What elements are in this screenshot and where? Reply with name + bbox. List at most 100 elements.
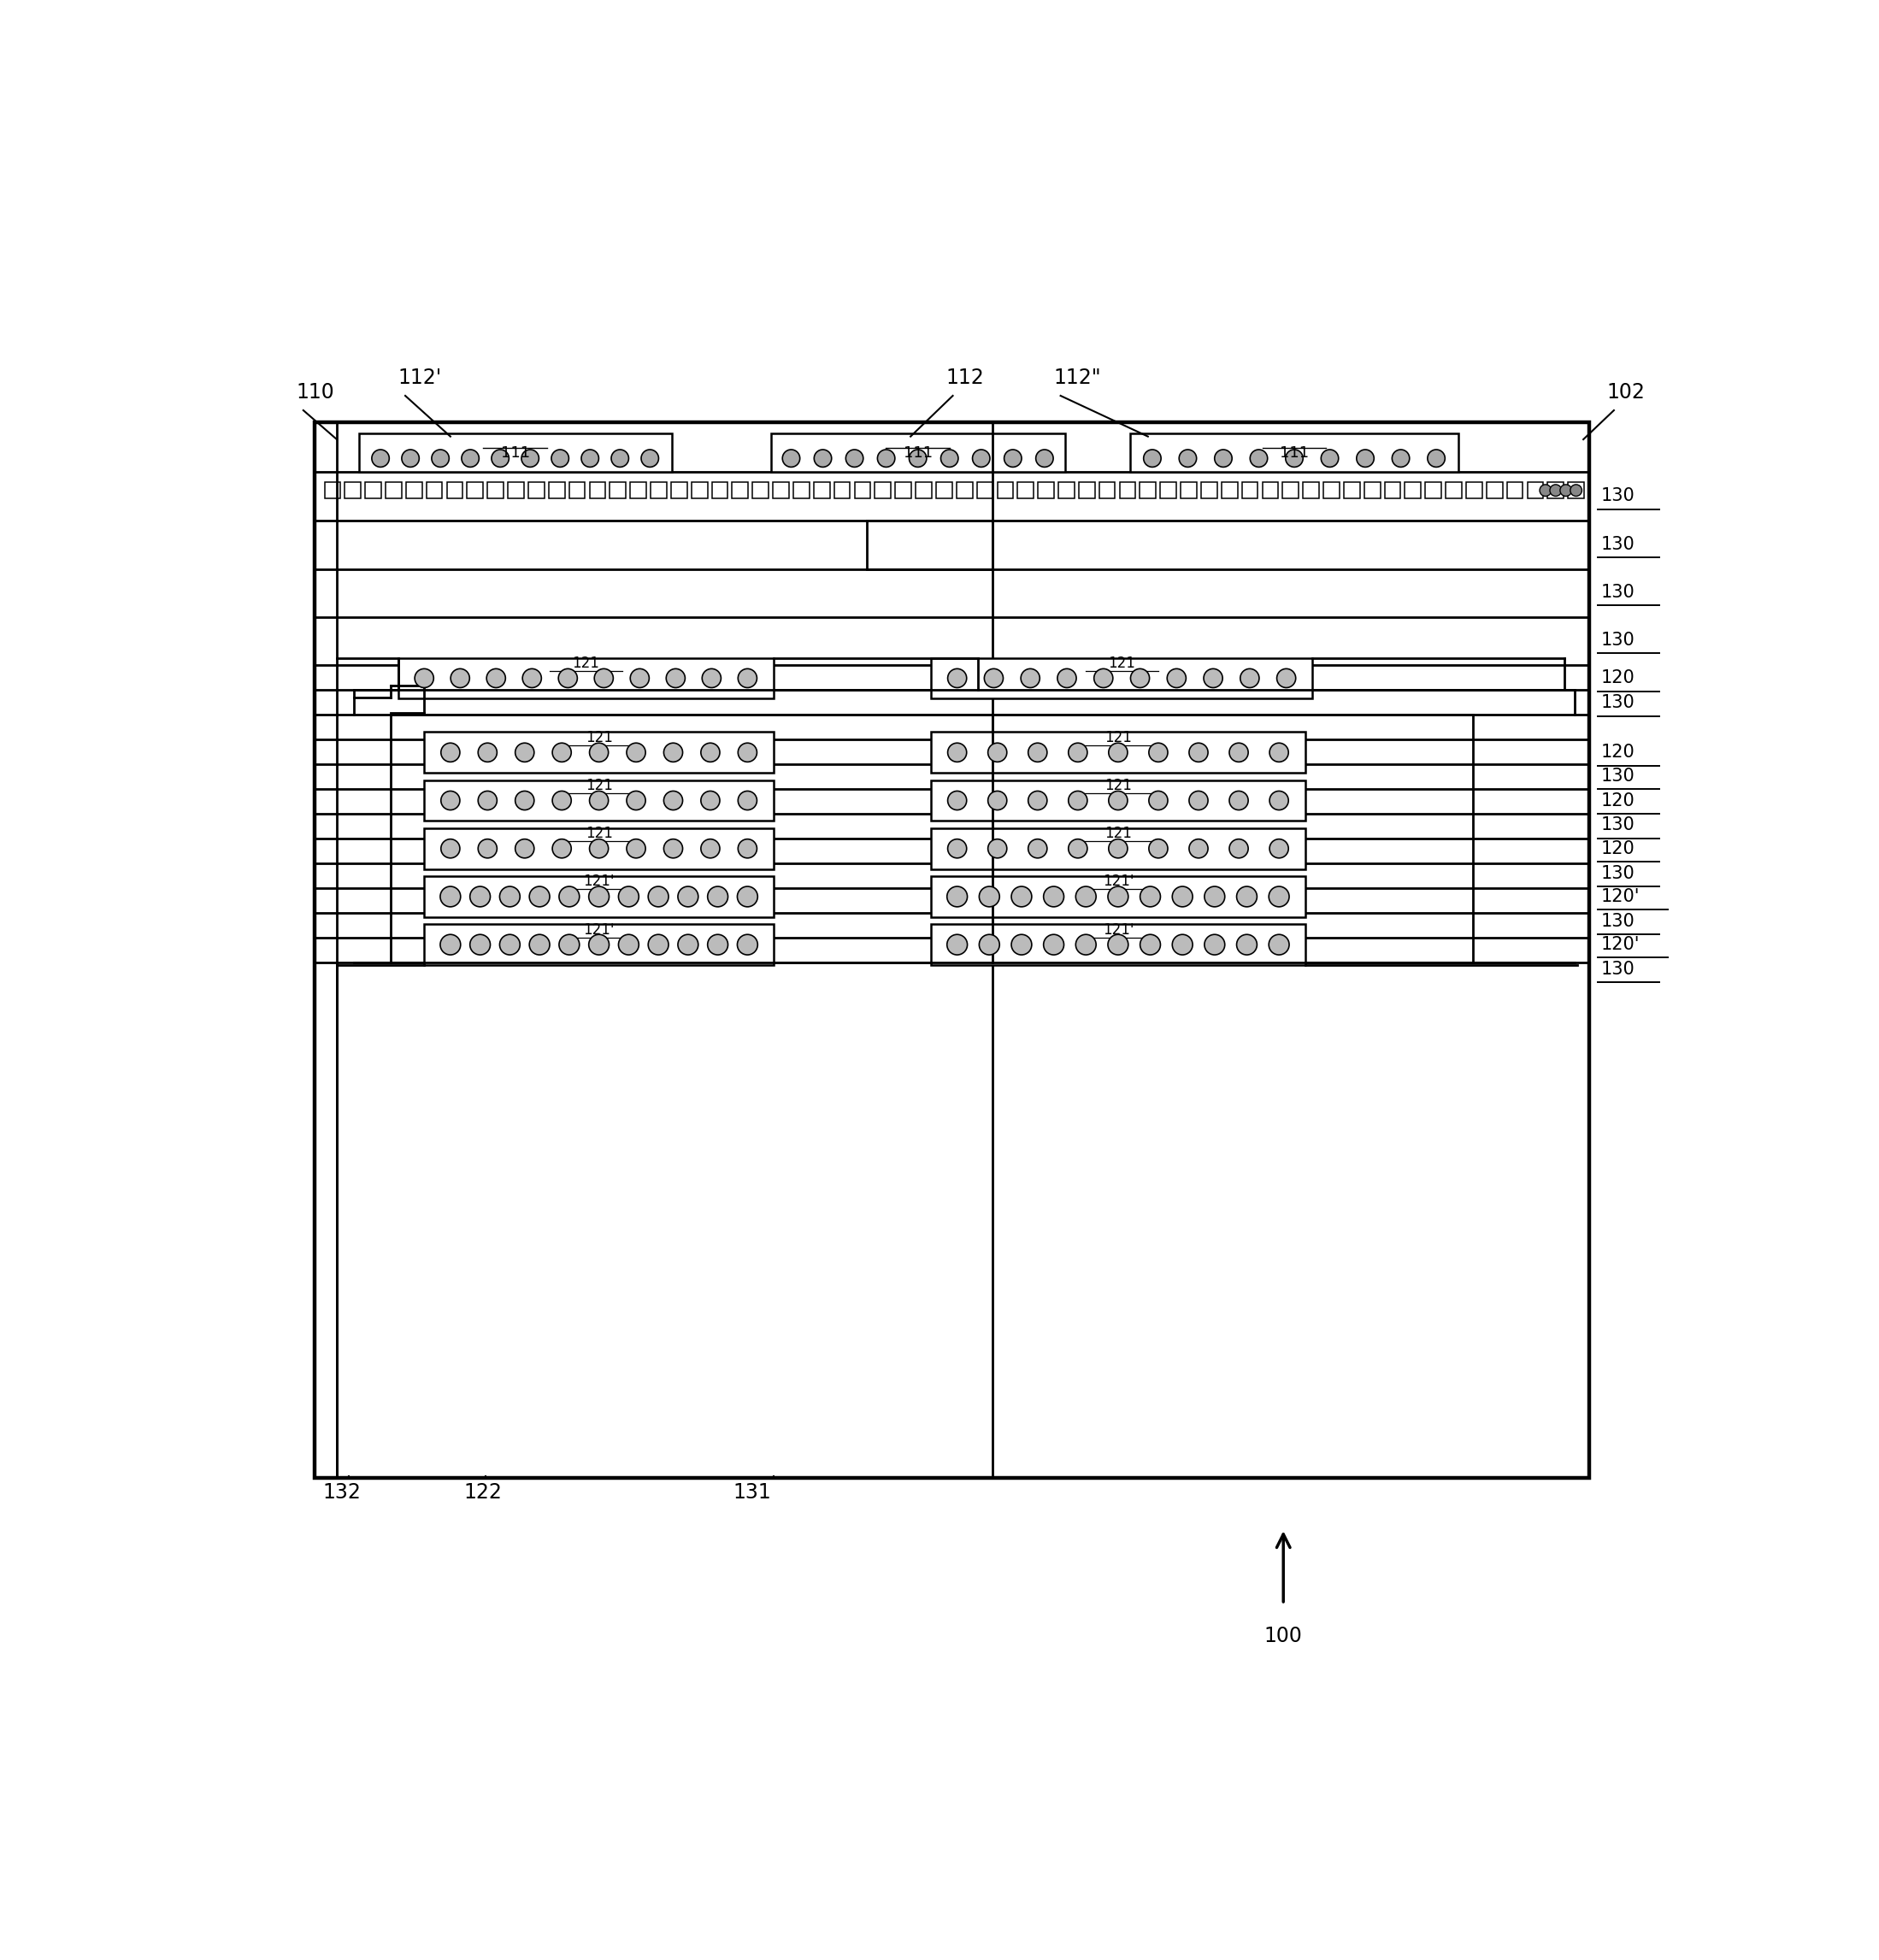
Circle shape xyxy=(1204,886,1225,907)
Circle shape xyxy=(1069,792,1088,809)
Text: 112: 112 xyxy=(945,368,985,388)
Bar xyxy=(406,482,423,498)
Circle shape xyxy=(372,449,389,466)
Circle shape xyxy=(947,743,966,762)
Bar xyxy=(427,482,442,498)
Bar xyxy=(691,482,707,498)
Circle shape xyxy=(626,792,646,809)
Bar xyxy=(487,482,504,498)
Text: 130: 130 xyxy=(1601,913,1635,929)
Circle shape xyxy=(979,886,1000,907)
Bar xyxy=(1466,482,1483,498)
Circle shape xyxy=(581,449,599,466)
Circle shape xyxy=(947,668,966,688)
Bar xyxy=(915,482,932,498)
Text: 130: 130 xyxy=(1601,960,1635,978)
Circle shape xyxy=(552,743,571,762)
Circle shape xyxy=(1539,484,1552,496)
Bar xyxy=(894,482,911,498)
Bar xyxy=(977,482,992,498)
Bar xyxy=(1141,482,1156,498)
Text: 130: 130 xyxy=(1601,864,1635,882)
Bar xyxy=(712,482,727,498)
Bar xyxy=(930,876,1306,917)
Circle shape xyxy=(909,449,926,466)
Circle shape xyxy=(1270,839,1289,858)
Circle shape xyxy=(1204,935,1225,955)
Bar xyxy=(447,482,462,498)
Circle shape xyxy=(1321,449,1338,466)
Circle shape xyxy=(560,935,579,955)
Circle shape xyxy=(941,449,958,466)
Text: 121: 121 xyxy=(1109,655,1135,670)
Circle shape xyxy=(1109,886,1127,907)
Text: 110: 110 xyxy=(297,382,334,404)
Bar xyxy=(1161,482,1176,498)
Bar xyxy=(1180,482,1197,498)
Bar xyxy=(998,482,1013,498)
Circle shape xyxy=(442,743,460,762)
Text: 121: 121 xyxy=(584,778,613,794)
Text: 130: 130 xyxy=(1601,631,1635,649)
Circle shape xyxy=(1028,743,1047,762)
Bar xyxy=(1426,482,1441,498)
Text: 130: 130 xyxy=(1601,766,1635,784)
Text: 100: 100 xyxy=(1265,1627,1302,1646)
Circle shape xyxy=(470,886,490,907)
Circle shape xyxy=(1189,792,1208,809)
Circle shape xyxy=(1035,449,1054,466)
Bar xyxy=(930,780,1306,821)
Bar xyxy=(671,482,688,498)
Circle shape xyxy=(1172,886,1193,907)
Circle shape xyxy=(1236,886,1257,907)
Text: 130: 130 xyxy=(1601,535,1635,553)
Circle shape xyxy=(470,935,490,955)
Circle shape xyxy=(738,839,757,858)
Circle shape xyxy=(988,839,1007,858)
Circle shape xyxy=(1043,886,1064,907)
Bar xyxy=(1131,433,1458,472)
Circle shape xyxy=(988,792,1007,809)
Bar xyxy=(425,780,774,821)
Circle shape xyxy=(629,668,648,688)
Circle shape xyxy=(1240,668,1259,688)
Circle shape xyxy=(1075,935,1095,955)
Bar xyxy=(936,482,953,498)
Bar xyxy=(1445,482,1462,498)
Circle shape xyxy=(701,743,720,762)
Circle shape xyxy=(1268,935,1289,955)
Circle shape xyxy=(1003,449,1022,466)
Circle shape xyxy=(877,449,894,466)
Circle shape xyxy=(1094,668,1112,688)
Circle shape xyxy=(1131,668,1150,688)
Circle shape xyxy=(1109,839,1127,858)
Circle shape xyxy=(979,935,1000,955)
Circle shape xyxy=(1229,839,1248,858)
Text: 121: 121 xyxy=(573,655,599,670)
Circle shape xyxy=(1278,668,1297,688)
Circle shape xyxy=(1560,484,1571,496)
Bar xyxy=(834,482,849,498)
Circle shape xyxy=(738,792,757,809)
Circle shape xyxy=(432,449,449,466)
Bar xyxy=(1079,482,1095,498)
Circle shape xyxy=(588,886,609,907)
Text: 121': 121' xyxy=(582,874,614,890)
Circle shape xyxy=(648,886,669,907)
Circle shape xyxy=(1058,668,1077,688)
Circle shape xyxy=(1020,668,1039,688)
Bar xyxy=(930,659,1313,698)
Circle shape xyxy=(1392,449,1409,466)
Circle shape xyxy=(814,449,832,466)
Circle shape xyxy=(1109,743,1127,762)
Circle shape xyxy=(1204,668,1223,688)
Text: 121: 121 xyxy=(584,825,613,841)
Circle shape xyxy=(782,449,800,466)
Circle shape xyxy=(641,449,660,466)
Text: 120': 120' xyxy=(1601,888,1640,906)
Circle shape xyxy=(487,668,505,688)
Circle shape xyxy=(626,743,646,762)
Bar xyxy=(1343,482,1360,498)
Circle shape xyxy=(1285,449,1302,466)
Text: 130: 130 xyxy=(1601,488,1635,506)
